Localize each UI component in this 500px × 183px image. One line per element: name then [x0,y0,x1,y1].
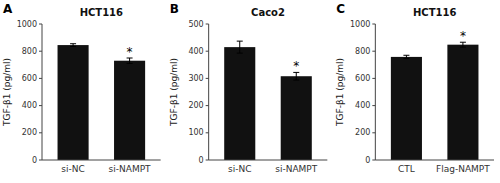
y-tick-label: 100 [188,128,203,137]
y-tick-label: 200 [188,101,203,110]
significance-star: * [127,45,133,59]
x-tick-label: si-NAMPT [109,164,152,174]
y-tick-label: 0 [32,156,37,165]
panel-label: B [170,2,179,16]
y-axis [208,24,209,160]
bar [58,45,89,160]
y-axis [375,24,376,160]
significance-star: * [293,59,299,73]
bars [391,42,479,160]
title: Caco2 [251,7,285,18]
y-label: TGF-β1 (pg/ml) [2,58,12,127]
y-tick-label: 200 [22,128,37,137]
x-axis [375,160,494,161]
x-tick-label: CTL [398,164,415,174]
panel-label: A [3,2,13,16]
bar [391,57,422,160]
panel: 0 100 200 300 400 500 si-NC si-NAMPT TGF-β1 (pg/… [169,2,328,174]
y-tick-label: 0 [199,156,204,165]
title: HCT116 [80,7,123,18]
y-tick-label: 800 [355,47,370,56]
y-axis [42,24,43,160]
y-label: TGF-β1 (pg/ml) [169,58,179,127]
y-tick-label: 300 [188,74,203,83]
panel-label: C [336,2,345,16]
figure: 02004006008001000si-NCsi-NAMPTTGF-β1 (pg… [0,0,500,183]
x-tick-label: si-NC [228,164,251,174]
y-tick-label: 200 [355,128,370,137]
x-tick-label: Flag-NAMPT [436,164,490,174]
bars [224,41,312,160]
panel: 0 200 400 600 800 1000 si-NC si-NAMPT TGF-β1 (pg… [2,2,161,174]
y-tick-label: 500 [188,20,203,29]
panel: 0 200 400 600 800 1000 CTL Flag-NAMPT TGF-β1 (pg… [335,2,494,174]
y-tick-label: 1000 [350,20,370,29]
x-axis [209,160,328,161]
error-bar [293,72,299,80]
y-label: TGF-β1 (pg/ml) [335,58,345,127]
title: HCT116 [413,7,456,18]
bar [447,45,478,160]
x-axis [42,160,161,161]
error-bar [237,41,243,53]
bar [224,47,255,160]
y-tick-label: 400 [22,101,37,110]
error-bar [403,55,409,58]
y-tick-label: 1000 [17,20,37,29]
x-tick-label: si-NAMPT [275,164,318,174]
significance-star: * [460,29,466,43]
y-tick-label: 0 [365,156,370,165]
y-tick-label: 600 [22,74,37,83]
bar [114,61,145,160]
bars [58,44,146,160]
y-tick-label: 800 [22,47,37,56]
x-tick-label: si-NC [61,164,84,174]
y-tick-label: 400 [355,101,370,110]
error-bar [70,44,76,47]
y-tick-label: 400 [188,47,203,56]
y-tick-label: 600 [355,74,370,83]
bar [281,76,312,160]
